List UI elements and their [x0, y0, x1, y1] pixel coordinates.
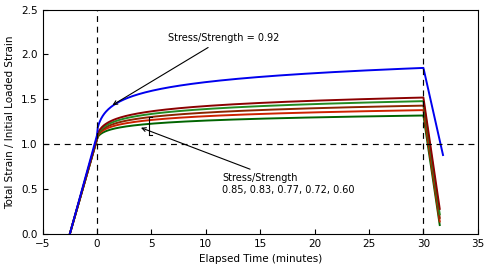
- Text: Stress/Strength
0.85, 0.83, 0.77, 0.72, 0.60: Stress/Strength 0.85, 0.83, 0.77, 0.72, …: [142, 128, 355, 195]
- X-axis label: Elapsed Time (minutes): Elapsed Time (minutes): [198, 254, 322, 264]
- Y-axis label: Total Strain / Initial Loaded Strain: Total Strain / Initial Loaded Strain: [5, 35, 16, 208]
- Text: Stress/Strength = 0.92: Stress/Strength = 0.92: [114, 33, 279, 104]
